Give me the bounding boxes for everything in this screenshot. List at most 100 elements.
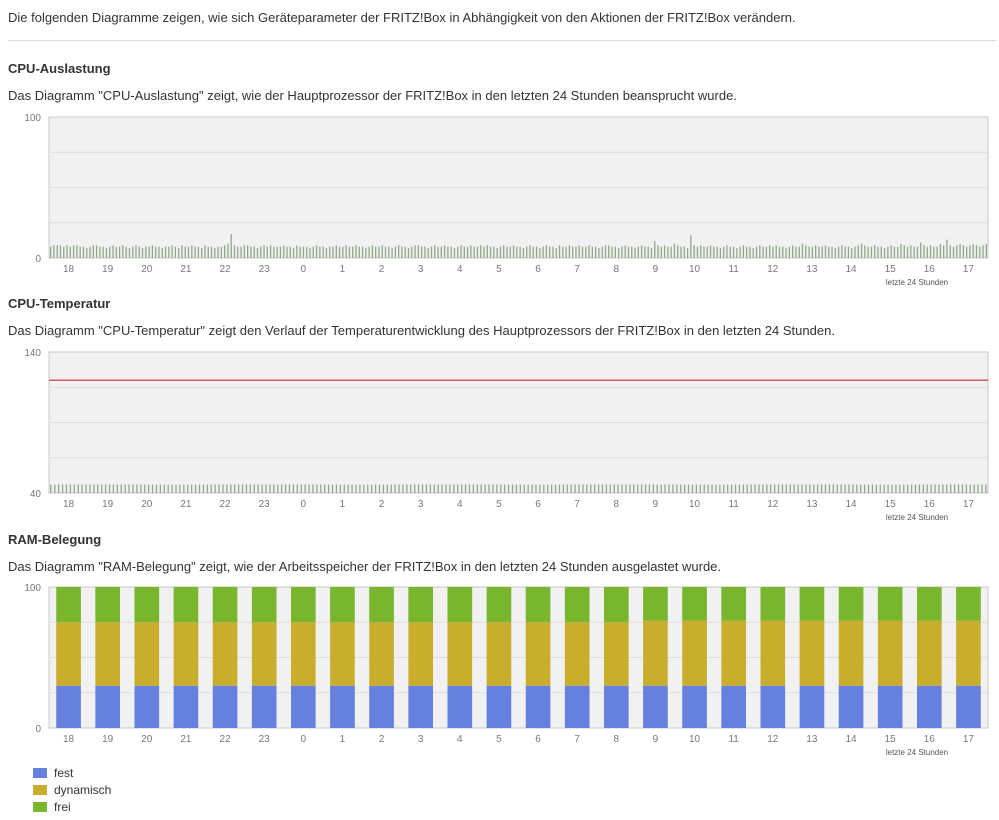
x-tick-label: 17 xyxy=(963,499,975,510)
temp-bar xyxy=(167,484,169,493)
temp-bar xyxy=(273,484,275,493)
temp-bar xyxy=(879,484,881,493)
temp-bar xyxy=(194,484,197,493)
temp-bar xyxy=(324,484,326,493)
temp-bar xyxy=(582,484,584,493)
intro-text: Die folgenden Diagramme zeigen, wie sich… xyxy=(8,10,796,25)
temp-bar xyxy=(81,484,83,493)
temp-bar xyxy=(281,484,283,493)
cpu-bar xyxy=(588,245,590,258)
temp-bar xyxy=(899,484,901,493)
cpu-bar xyxy=(338,246,341,258)
cpu-bar xyxy=(821,246,823,258)
temp-bar xyxy=(312,484,314,493)
x-tick-label: 5 xyxy=(496,264,502,275)
ram-bar-frei xyxy=(251,587,277,623)
temp-bar xyxy=(597,484,600,493)
temp-bar xyxy=(515,484,518,493)
cpu-bar xyxy=(844,246,846,258)
temp-bar xyxy=(128,484,130,493)
ram-bar-frei xyxy=(486,587,512,623)
temp-bar xyxy=(770,484,772,493)
cpu-bar xyxy=(181,245,183,258)
temp-bar xyxy=(856,484,858,493)
cpu-bar xyxy=(417,245,420,258)
temp-bar xyxy=(981,484,983,493)
temp-bar xyxy=(777,484,780,493)
cpu-bar xyxy=(916,246,919,258)
cpu-bar xyxy=(736,248,738,258)
temp-bar xyxy=(730,484,733,493)
cpu-bar xyxy=(621,246,623,258)
cpu-bar xyxy=(936,246,938,258)
cpu-bar xyxy=(880,246,882,258)
cpu-bar xyxy=(828,246,830,258)
temp-bar xyxy=(230,484,232,493)
temp-bar xyxy=(985,484,987,493)
ram-bar-dynamisch xyxy=(643,620,668,686)
temp-bar xyxy=(308,484,310,493)
temp-bar xyxy=(660,484,662,493)
cpu-bar xyxy=(837,246,840,258)
cpu-bar xyxy=(95,245,98,258)
temp-bar xyxy=(887,484,889,493)
cpu-bar xyxy=(952,246,955,258)
temp-bar xyxy=(378,484,381,493)
ram-bar-fest xyxy=(643,685,668,728)
cpu-bar xyxy=(286,246,288,258)
temp-bar xyxy=(719,484,721,493)
ram-bar-frei xyxy=(525,587,551,623)
x-tick-label: 21 xyxy=(180,734,192,745)
temp-bar xyxy=(644,484,647,493)
temp-bar xyxy=(801,484,803,493)
cpu-bar xyxy=(775,245,777,258)
cpu-bar xyxy=(148,246,150,258)
temp-bar xyxy=(840,484,842,493)
cpu-bar xyxy=(979,246,981,258)
cpu-bar xyxy=(778,246,781,258)
cpu-bar xyxy=(361,246,364,258)
cpu-bar xyxy=(762,246,764,258)
ram-bar-dynamisch xyxy=(290,622,316,686)
cpu-bar xyxy=(926,246,928,258)
cpu-bar xyxy=(207,246,209,258)
cpu-bar xyxy=(434,245,436,258)
cpu-bar xyxy=(811,246,813,258)
cpu-bar xyxy=(411,246,413,258)
cpu-bar xyxy=(686,248,689,258)
cpu-bar xyxy=(118,246,121,258)
cpu-bar xyxy=(102,246,104,258)
temp-bar xyxy=(300,484,302,493)
ram-bar-frei xyxy=(134,587,160,623)
x-tick-label: 19 xyxy=(102,734,114,745)
ram-bar-dynamisch xyxy=(56,622,81,686)
temp-bar xyxy=(363,484,365,493)
temp-bar xyxy=(746,484,748,493)
temp-bar xyxy=(277,484,279,493)
ram-bar-frei xyxy=(838,587,864,621)
temp-bar xyxy=(699,484,701,493)
temp-bar xyxy=(269,484,271,493)
ram-bar-frei xyxy=(956,587,981,621)
cpu-bar xyxy=(535,246,538,258)
ram-bar-frei xyxy=(369,587,394,623)
temp-bar xyxy=(648,484,651,493)
cpu-bar xyxy=(499,246,502,258)
temp-bar xyxy=(112,484,115,493)
legend-label-dynamisch: dynamisch xyxy=(54,782,112,797)
cpu-bar xyxy=(962,245,965,258)
x-tick-label: 10 xyxy=(689,499,701,510)
x-axis-label: letzte 24 Stunden xyxy=(886,278,948,287)
temp-bar xyxy=(187,484,189,493)
temp-bar xyxy=(523,484,525,493)
temp-bar xyxy=(304,484,306,493)
x-tick-label: 22 xyxy=(220,499,232,510)
temp-bar xyxy=(766,484,768,493)
cpu-bar xyxy=(857,245,859,258)
temp-bar xyxy=(457,484,459,493)
temp-bar xyxy=(734,484,737,493)
cpu-bar xyxy=(700,245,702,258)
ram-bar-fest xyxy=(682,685,707,728)
cpu-bar xyxy=(233,245,236,258)
